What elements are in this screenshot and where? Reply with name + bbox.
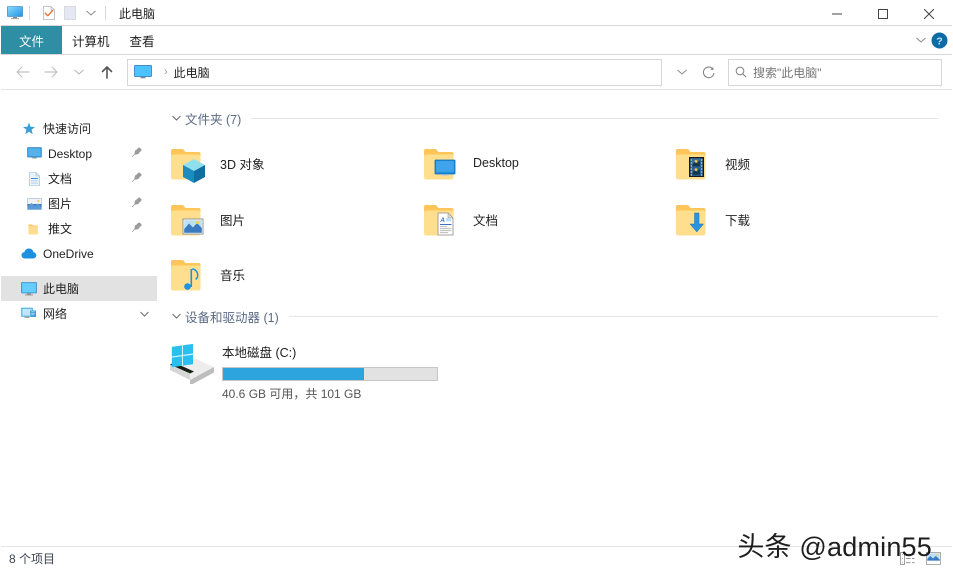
svg-text:A: A (439, 217, 445, 224)
svg-text:?: ? (936, 35, 942, 47)
